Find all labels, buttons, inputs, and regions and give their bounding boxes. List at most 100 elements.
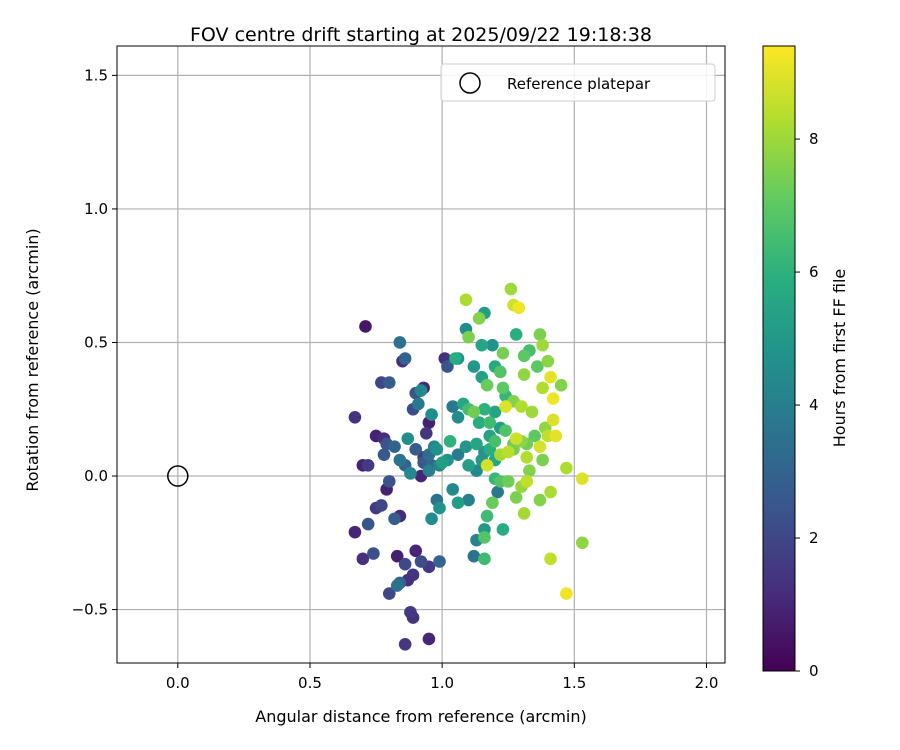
data-point (390, 579, 404, 592)
data-point (409, 443, 423, 456)
data-point (414, 555, 428, 568)
colorbar-tick-label: 4 (809, 396, 819, 414)
data-point (441, 360, 454, 373)
colorbar-tick-label: 2 (809, 529, 819, 547)
data-point (425, 408, 438, 421)
data-point (404, 467, 417, 480)
data-point (486, 338, 499, 352)
colorbar-ticks: 0 2 4 6 8 (795, 130, 819, 680)
data-point (422, 632, 436, 646)
data-point (390, 549, 404, 563)
data-point (446, 483, 460, 496)
data-point (575, 472, 589, 486)
data-point (523, 464, 536, 477)
data-point (496, 346, 510, 360)
data-point (467, 360, 481, 373)
data-point (478, 531, 491, 544)
data-point (467, 405, 481, 419)
data-point (348, 525, 362, 539)
data-point (459, 293, 473, 307)
data-point (501, 475, 515, 488)
data-point (470, 437, 483, 451)
data-point (375, 499, 388, 512)
data-point (520, 475, 534, 488)
x-tick-label: 1.5 (562, 674, 586, 692)
data-point (449, 352, 462, 365)
colorbar-tick-label: 6 (809, 263, 819, 281)
data-point (499, 400, 512, 413)
y-tick-label: 1.0 (84, 200, 108, 218)
legend: Reference platepar (440, 63, 716, 102)
data-point (504, 282, 518, 296)
data-point (480, 509, 494, 523)
data-point (575, 536, 589, 550)
y-tick-label: 0.5 (84, 333, 108, 351)
data-point (512, 301, 526, 315)
data-point (462, 493, 475, 507)
data-points (348, 282, 589, 651)
data-point (544, 485, 557, 499)
legend-box (440, 63, 716, 102)
data-point (430, 443, 444, 456)
data-point (499, 424, 512, 437)
plot-frame (116, 45, 726, 664)
x-tick-label: 1.0 (430, 674, 454, 692)
data-point (496, 381, 510, 395)
data-point (462, 330, 475, 344)
colorbar-tick-label: 8 (809, 130, 819, 148)
data-point (509, 491, 523, 504)
data-point (531, 360, 544, 373)
data-point (398, 557, 412, 571)
data-point (401, 432, 415, 445)
data-point (435, 456, 449, 469)
data-point (533, 440, 547, 453)
x-axis-ticks: 0.0 0.5 1.0 1.5 2.0 (166, 663, 718, 692)
data-point (536, 453, 549, 467)
y-axis-ticks: −0.5 0.0 0.5 1.0 1.5 (72, 66, 117, 619)
reference-platepar-marker (167, 465, 189, 487)
data-point (382, 587, 396, 600)
data-point (478, 402, 491, 416)
data-point (520, 451, 534, 464)
colorbar-gradient (762, 45, 796, 672)
data-point (494, 365, 507, 379)
data-point (446, 400, 460, 413)
data-point (509, 328, 523, 341)
y-tick-label: 0.0 (84, 467, 108, 485)
data-point (496, 523, 510, 536)
y-axis-title: Rotation from reference (arcmin) (23, 228, 42, 491)
legend-reference-marker (459, 72, 481, 94)
data-point (361, 459, 375, 472)
data-point (422, 464, 436, 477)
data-point (388, 512, 401, 526)
data-point (486, 496, 499, 510)
data-point (443, 435, 457, 448)
data-point (414, 384, 428, 397)
data-point (528, 429, 541, 443)
data-point (541, 354, 555, 368)
data-point (533, 328, 547, 341)
colorbar-tick-label: 0 (809, 662, 819, 680)
data-point (462, 459, 475, 472)
data-point (472, 416, 486, 429)
data-point (348, 410, 362, 424)
data-point (560, 461, 573, 475)
data-point (451, 448, 465, 461)
data-point (459, 440, 473, 453)
colorbar-label: Hours from first FF file (830, 269, 849, 448)
data-point (451, 410, 465, 424)
data-point (517, 368, 531, 381)
data-point (546, 413, 560, 427)
data-point (382, 475, 396, 488)
data-point (480, 378, 494, 392)
data-point (472, 312, 486, 325)
x-tick-label: 0.0 (166, 674, 190, 692)
data-point (491, 485, 504, 499)
data-point (398, 352, 412, 365)
data-point (425, 512, 438, 526)
data-point (544, 552, 557, 566)
data-point (488, 405, 502, 419)
data-point (478, 552, 491, 566)
data-point (406, 568, 420, 582)
data-point (412, 397, 425, 411)
